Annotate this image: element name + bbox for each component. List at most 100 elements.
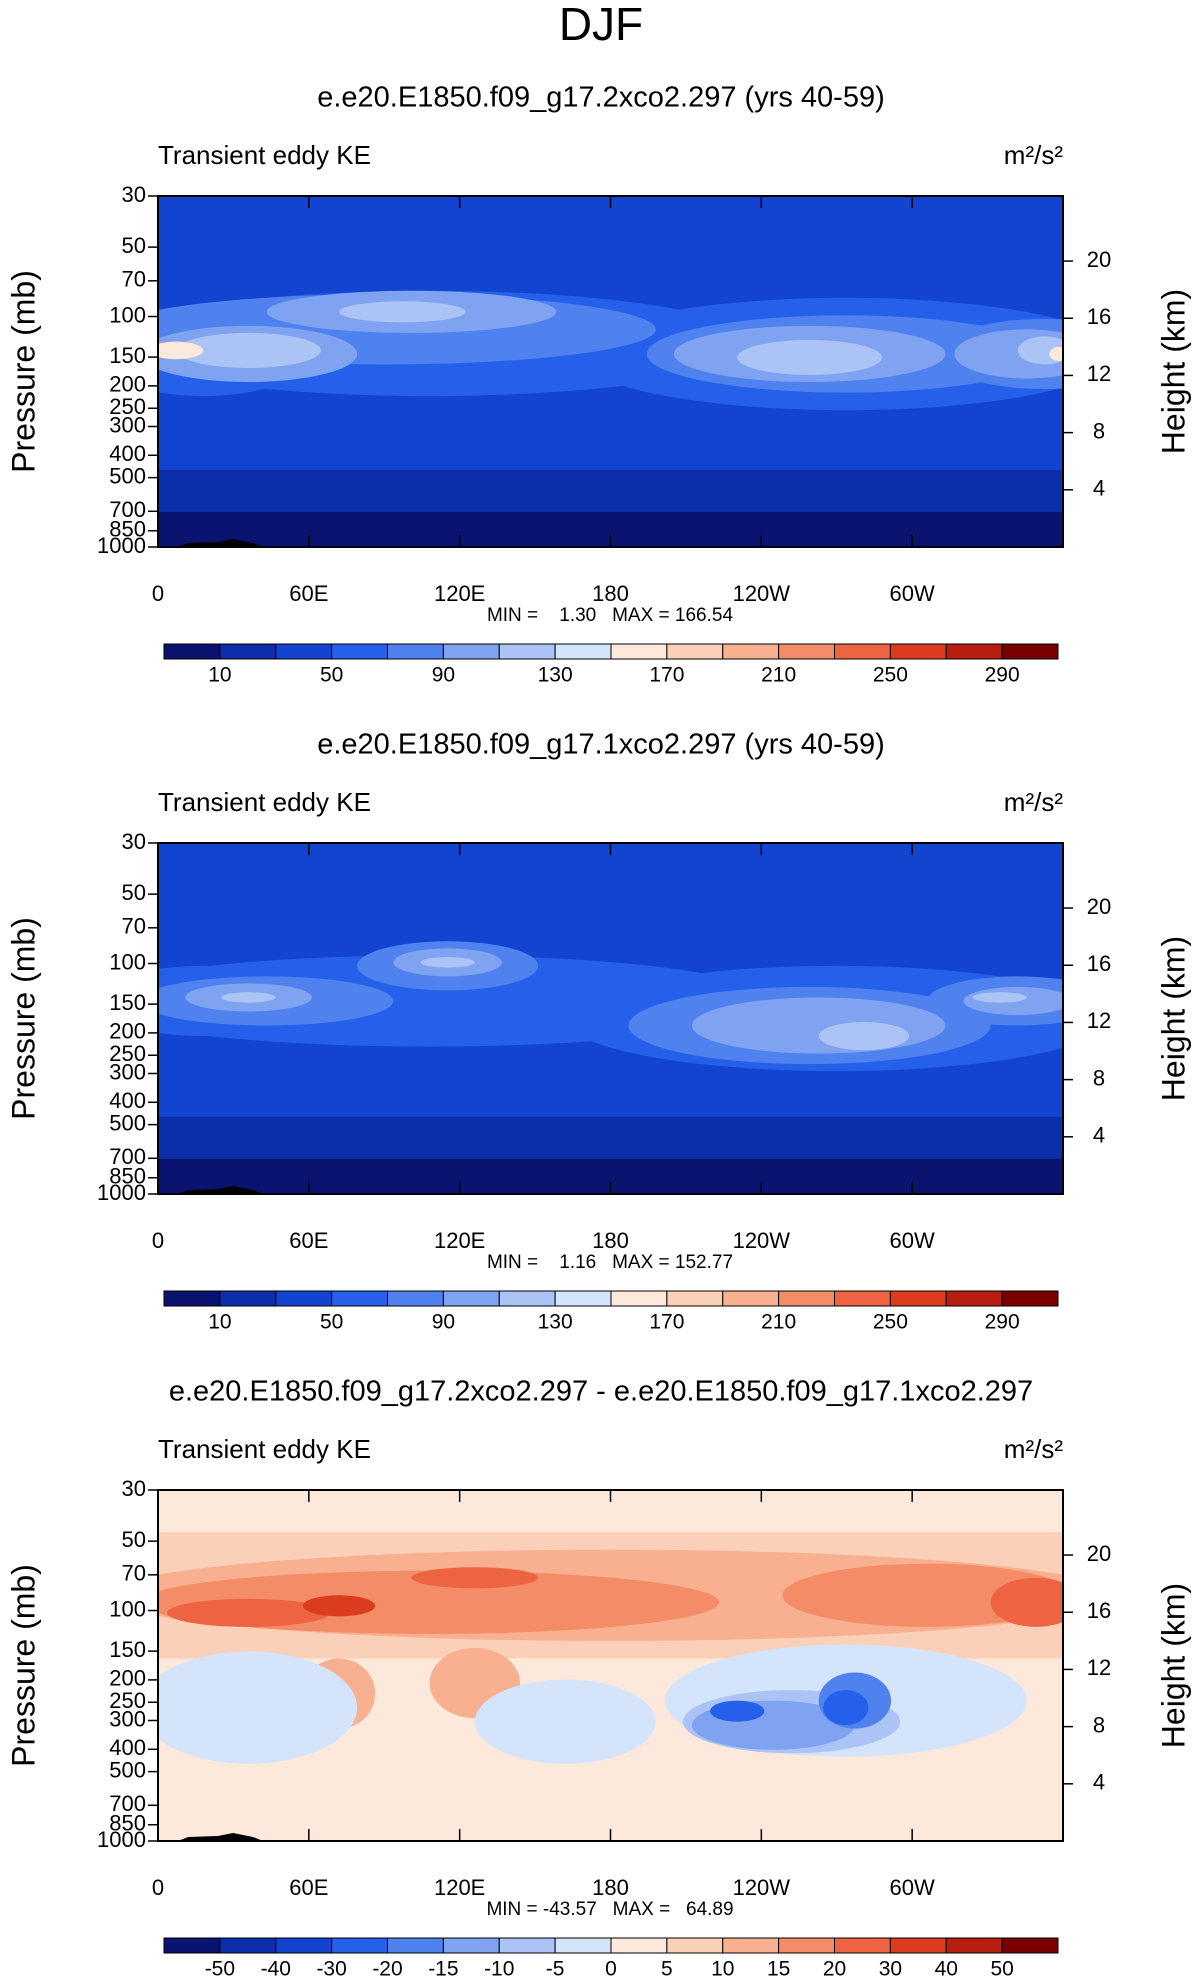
colorbar-box <box>722 643 780 660</box>
y-tick-label: 200 <box>109 372 146 397</box>
y-tick-label: 300 <box>109 412 146 437</box>
colorbar-label: 50 <box>320 664 343 687</box>
left-label: Transient eddy KE <box>158 1434 371 1464</box>
colorbar-box <box>722 1937 780 1954</box>
colorbar-box <box>554 643 612 660</box>
y-tick-label: 200 <box>109 1019 146 1044</box>
contour-region <box>972 992 1027 1003</box>
y-tick-label: 50 <box>122 233 146 258</box>
y-tick-label: 1000 <box>97 1180 146 1205</box>
contour-field <box>158 843 1063 1194</box>
y-tick-label: 100 <box>109 1596 146 1621</box>
colorbar-box <box>1001 643 1059 660</box>
y-tick-label: 70 <box>122 914 146 939</box>
stats: MIN = -43.57 MAX = 64.89 <box>486 1899 733 1920</box>
colorbar-box <box>387 643 444 660</box>
colorbar-label: 250 <box>873 664 908 687</box>
contour-region <box>302 1595 376 1617</box>
units: m²/s² <box>1004 140 1064 170</box>
colorbar-label: 90 <box>432 664 455 687</box>
y-tick-label: 70 <box>122 267 146 292</box>
y-tick-label: 400 <box>109 441 146 466</box>
y2-axis-title: Height (km) <box>1155 289 1191 454</box>
contour-region <box>823 1690 869 1726</box>
contour-region <box>737 339 882 376</box>
topography <box>178 1833 263 1841</box>
y-axis-title: Pressure (mb) <box>5 270 41 473</box>
y-tick-label: 500 <box>109 1110 146 1135</box>
y-tick-label: 1000 <box>97 533 146 558</box>
colorbar-box <box>163 643 221 660</box>
colorbar-box <box>442 1937 500 1954</box>
colorbar-box <box>498 643 556 660</box>
colorbar-box <box>778 1937 835 1954</box>
y-tick-label: 30 <box>122 829 146 854</box>
y2-tick-label: 20 <box>1087 1541 1111 1566</box>
colorbar-label: 290 <box>985 664 1020 687</box>
colorbar-label: 15 <box>767 1958 790 1981</box>
colorbar-label: 170 <box>649 1311 684 1334</box>
colorbar-box <box>1001 1290 1059 1307</box>
colorbar-box <box>442 1290 500 1307</box>
colorbar-box <box>1001 1937 1059 1954</box>
colorbar-box <box>778 1290 835 1307</box>
contour-field <box>158 1490 1063 1841</box>
colorbar-box <box>554 1937 612 1954</box>
colorbar-box <box>945 643 1003 660</box>
colorbar-box <box>610 1937 668 1954</box>
x-tick-label: 180 <box>592 581 629 606</box>
colorbar-box <box>331 1937 388 1954</box>
contour-region <box>167 1598 330 1627</box>
colorbar-box <box>889 1937 947 1954</box>
y-tick-label: 500 <box>109 1757 146 1782</box>
y2-axis-title: Height (km) <box>1155 936 1191 1101</box>
colorbar-box <box>331 1290 388 1307</box>
y2-tick-label: 20 <box>1087 247 1111 272</box>
contour-region <box>1049 346 1063 361</box>
x-tick-label: 60W <box>890 1875 935 1900</box>
topography <box>178 1186 263 1194</box>
y-tick-label: 850 <box>109 517 146 542</box>
colorbar-label: 30 <box>879 1958 902 1981</box>
colorbar-label: 10 <box>208 1311 231 1334</box>
x-tick-label: 180 <box>592 1228 629 1253</box>
colorbar-box <box>219 1290 277 1307</box>
y2-tick-label: 4 <box>1093 1123 1105 1148</box>
y2-tick-label: 12 <box>1087 361 1111 386</box>
colorbar-box <box>554 1290 612 1307</box>
colorbar-box <box>666 643 724 660</box>
y2-tick-label: 8 <box>1093 1065 1105 1090</box>
y2-tick-label: 20 <box>1087 894 1111 919</box>
y-tick-label: 100 <box>109 949 146 974</box>
colorbar-box <box>666 1290 724 1307</box>
colorbar-label: 5 <box>661 1958 673 1981</box>
x-tick-label: 0 <box>152 581 164 606</box>
left-label: Transient eddy KE <box>158 787 371 817</box>
contour-region <box>691 997 946 1054</box>
x-tick-label: 60W <box>890 581 935 606</box>
colorbar-box <box>610 643 668 660</box>
x-tick-label: 120E <box>434 1228 485 1253</box>
colorbar-box <box>275 1937 333 1954</box>
y-tick-label: 400 <box>109 1735 146 1760</box>
y2-tick-label: 16 <box>1087 304 1111 329</box>
colorbar-box <box>834 1290 891 1307</box>
y-tick-label: 850 <box>109 1811 146 1836</box>
colorbar-box <box>219 643 277 660</box>
colorbar-box <box>331 643 388 660</box>
colorbar-label: -5 <box>546 1958 565 1981</box>
y-tick-label: 300 <box>109 1059 146 1084</box>
colorbar-label: -50 <box>205 1958 235 1981</box>
x-tick-label: 120W <box>733 1875 791 1900</box>
contour-field <box>158 196 1063 547</box>
colorbar-label: -15 <box>428 1958 458 1981</box>
colorbar-label: 130 <box>538 1311 573 1334</box>
y2-axis-title: Height (km) <box>1155 1583 1191 1748</box>
colorbar-box <box>666 1937 724 1954</box>
contour-region <box>782 1563 1063 1627</box>
colorbar-box <box>945 1937 1003 1954</box>
colorbar-box <box>889 643 947 660</box>
colorbar-box <box>834 643 891 660</box>
colorbar-label: 50 <box>320 1311 343 1334</box>
y2-tick-label: 12 <box>1087 1655 1111 1680</box>
